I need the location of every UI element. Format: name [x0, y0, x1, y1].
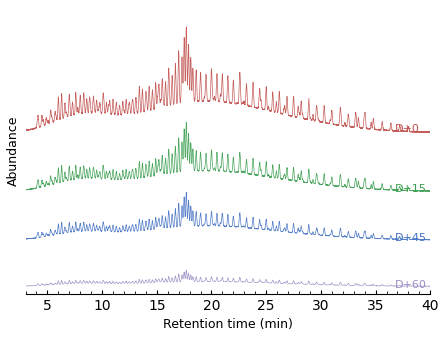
Y-axis label: Abundance: Abundance [7, 115, 20, 186]
Text: D+60: D+60 [395, 280, 427, 290]
Text: D+45: D+45 [395, 233, 427, 243]
Text: D+15: D+15 [395, 184, 427, 194]
X-axis label: Retention time (min): Retention time (min) [163, 318, 293, 331]
Text: D+0: D+0 [395, 124, 420, 134]
